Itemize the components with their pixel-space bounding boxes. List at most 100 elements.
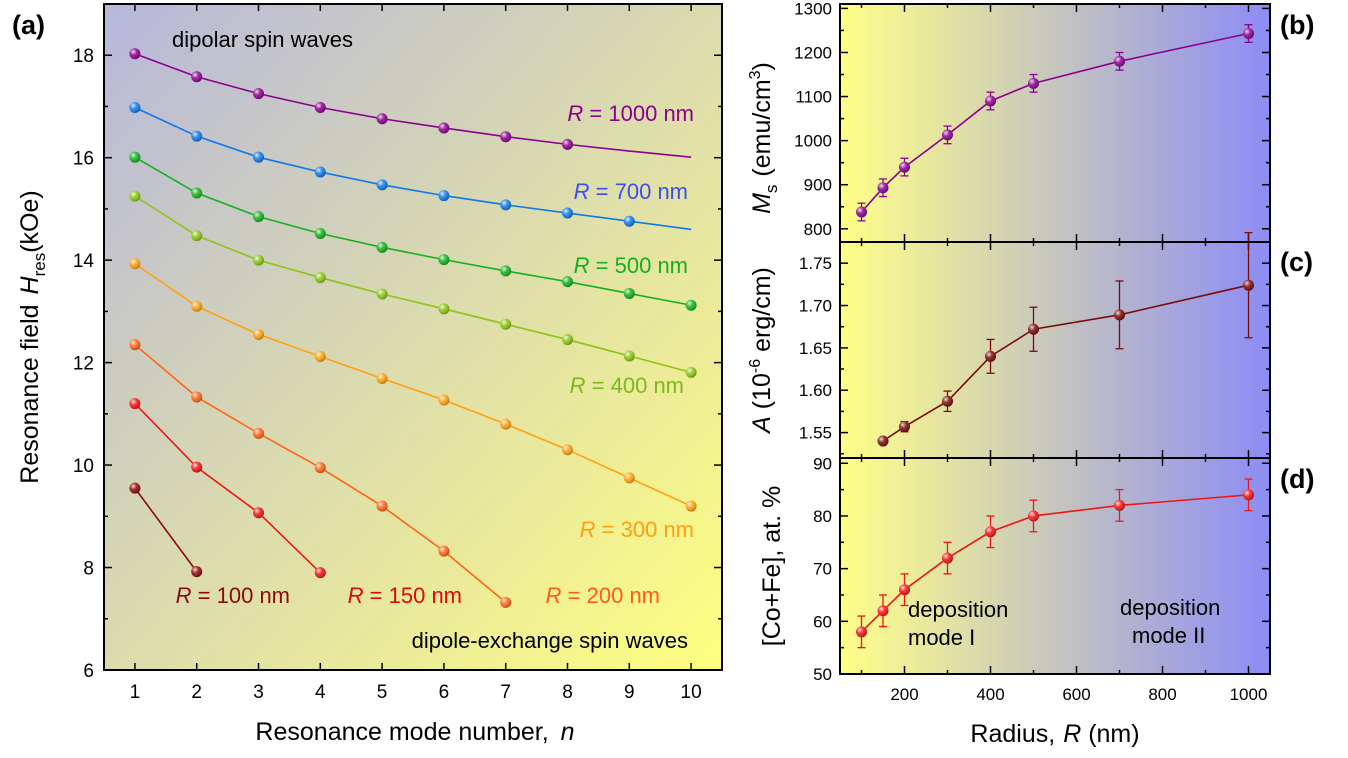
a-x-tick-label: 6 (439, 682, 450, 703)
series-label: R = 200 nm (546, 583, 660, 608)
data-point-shine (314, 101, 326, 113)
series-label-var: R (176, 583, 192, 608)
series-group: R = 150 nm (129, 398, 462, 608)
series-label-var: R (567, 101, 583, 126)
panel-a-series: R = 1000 nmR = 700 nmR = 500 nmR = 400 n… (129, 48, 697, 608)
panel-d-frame (839, 457, 1271, 675)
data-point-shine (314, 228, 326, 240)
c-data-point-shine (985, 350, 996, 362)
panel-b-y-axis-var: M (748, 193, 776, 214)
panel-d-x-axis-label-unit: (nm) (1081, 720, 1139, 748)
d-data-point-shine (877, 605, 889, 617)
series-label-value: = 150 nm (364, 583, 462, 608)
series-group: R = 300 nm (129, 258, 697, 542)
panel-c-y-axis-unit-pre: (10 (748, 373, 776, 416)
panel-a-x-axis-label-var: n (561, 718, 575, 746)
panel-b-series (856, 24, 1254, 222)
a-y-tick-label: 8 (83, 559, 94, 580)
c-y-tick-label: 1.75 (799, 254, 832, 273)
series-label-var: R (546, 583, 562, 608)
data-point-shine (562, 444, 573, 456)
panel-b-y-axis-close: ) (748, 62, 776, 70)
b-data-point-shine (1243, 28, 1254, 40)
series-label-var: R (580, 517, 596, 542)
panel-c-series (877, 232, 1254, 447)
data-point-shine (623, 472, 635, 484)
a-x-tick-label: 9 (624, 682, 635, 703)
series-label-var: R (574, 253, 590, 278)
data-point-shine (500, 131, 512, 143)
panel-d-x-axis-label-text: Radius, (970, 720, 1055, 748)
series-line (134, 263, 692, 507)
c-y-tick-label: 1.70 (799, 297, 832, 316)
series-group: R = 700 nm (129, 101, 692, 231)
d-x-tick-label: 400 (976, 685, 1004, 704)
d-data-point-shine (1243, 489, 1254, 501)
panel-b-y-axis-sup: 3 (747, 70, 764, 79)
panel-a-background (104, 4, 722, 670)
series-label-value: = 500 nm (590, 253, 688, 278)
series-label: R = 500 nm (574, 253, 688, 278)
data-point-shine (191, 71, 203, 83)
data-point-shine (253, 151, 264, 163)
annotation-mode-2-line-1: deposition (1120, 595, 1220, 620)
data-point-shine (253, 211, 264, 223)
series-line (134, 106, 692, 231)
panel-c-y-axis-sup: -6 (747, 359, 764, 373)
panel-b-ticks: 800 900 1000 1100 1200 1300 (794, 0, 1270, 242)
data-point-shine (623, 215, 635, 227)
data-point-shine (253, 507, 264, 519)
series-line (134, 156, 692, 307)
panel-b-y-axis-label: Ms (emu/cm3) (747, 62, 781, 214)
d-x-tick-label: 800 (1148, 685, 1176, 704)
series-label-value: = 300 nm (596, 517, 694, 542)
data-point-shine (562, 207, 573, 219)
panel-a-x-axis-label: Resonance mode number, n (255, 718, 574, 746)
data-point-shine (129, 339, 141, 351)
data-point-shine (376, 241, 388, 253)
data-point-shine (253, 427, 264, 439)
annotation-mode-1-line-2: mode I (908, 625, 975, 650)
data-point-shine (376, 500, 388, 512)
panel-c-y-axis-unit-post: erg/cm) (748, 267, 776, 359)
series-group: R = 500 nm (129, 151, 697, 311)
panel-c-y-axis-label: A (10-6 erg/cm) (747, 267, 776, 435)
data-point-shine (438, 545, 450, 557)
data-point-shine (191, 391, 203, 403)
panel-b: 800 900 1000 1100 1200 1300 (b) Ms (emu/cm3) (747, 0, 1314, 243)
panel-d-y-axis-label: [Co+Fe], at. % (758, 486, 786, 647)
panel-c-y-axis-var: A (748, 416, 776, 435)
series-label-var: R (348, 583, 364, 608)
annotation-mode-1-line-1: deposition (908, 597, 1008, 622)
panel-a-y-axis-label-var: H (16, 275, 44, 294)
b-y-tick-label: 1300 (794, 0, 832, 18)
annotation-deposition-mode-2: deposition mode II (1120, 595, 1226, 648)
d-y-tick-label: 80 (813, 507, 832, 526)
d-x-tick-label: 200 (890, 685, 918, 704)
series-label: R = 100 nm (176, 583, 290, 608)
data-point-shine (685, 500, 697, 512)
d-data-point-shine (856, 626, 867, 638)
panel-d-background (840, 458, 1270, 674)
a-y-tick-label: 12 (73, 354, 94, 375)
data-point-shine (314, 350, 326, 362)
series-label-value: = 200 nm (562, 583, 660, 608)
c-y-tick-label: 1.55 (799, 424, 832, 443)
data-point-shine (500, 199, 512, 211)
data-point-shine (500, 418, 512, 430)
series-group: R = 1000 nm (129, 48, 694, 158)
a-x-tick-label: 2 (191, 682, 202, 703)
data-point-shine (314, 567, 326, 579)
panel-a-x-axis-label-text: Resonance mode number, (255, 718, 548, 746)
series-group: R = 100 nm (129, 482, 290, 608)
b-y-tick-label: 1000 (794, 132, 832, 151)
data-point-shine (500, 596, 512, 608)
d-data-point-shine (1114, 499, 1125, 511)
data-point-shine (562, 276, 573, 288)
panel-c-letter: (c) (1280, 247, 1313, 277)
d-x-tick-label: 600 (1062, 685, 1090, 704)
b-data-point-shine (856, 206, 867, 218)
data-point-shine (191, 187, 203, 199)
